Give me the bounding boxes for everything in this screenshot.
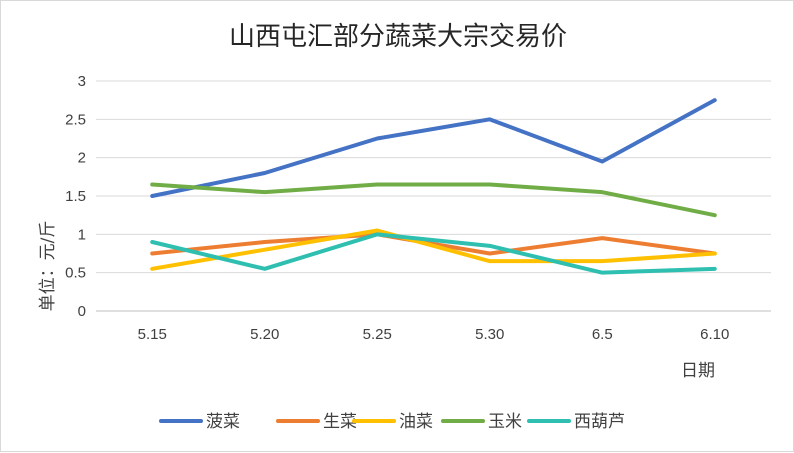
x-tick-label: 6.10 xyxy=(700,326,729,343)
x-axis-title: 日期 xyxy=(681,361,715,381)
series-line-3 xyxy=(150,182,717,218)
legend-label: 西葫芦 xyxy=(574,412,625,432)
y-tick-label: 3 xyxy=(78,73,86,90)
chart-title: 山西屯汇部分蔬菜大宗交易价 xyxy=(229,22,567,52)
y-axis-title: 单位：元/斤 xyxy=(38,221,58,312)
series-lines xyxy=(150,98,717,275)
x-tick-label: 5.15 xyxy=(138,326,167,343)
y-tick-label: 1 xyxy=(78,226,86,243)
series-line-4 xyxy=(150,232,717,275)
series-line-0 xyxy=(150,98,717,198)
legend-label: 生菜 xyxy=(323,412,357,432)
x-axis-ticks: 5.15 5.20 5.25 5.30 6.5 6.10 xyxy=(138,326,730,343)
x-tick-label: 5.20 xyxy=(250,326,279,343)
legend-label: 油菜 xyxy=(399,412,433,432)
gridlines xyxy=(96,80,771,312)
y-tick-label: 2 xyxy=(78,150,86,167)
y-tick-label: 1.5 xyxy=(65,188,86,205)
y-tick-label: 0 xyxy=(78,303,86,320)
x-tick-label: 5.25 xyxy=(363,326,392,343)
y-axis-ticks: 0 0.5 1 1.5 2 2.5 3 xyxy=(65,73,86,320)
legend-label: 菠菜 xyxy=(206,412,240,432)
x-tick-label: 5.30 xyxy=(475,326,504,343)
y-tick-label: 2.5 xyxy=(65,111,86,128)
x-tick-label: 6.5 xyxy=(592,326,613,343)
legend-label: 玉米 xyxy=(488,412,522,432)
series-line-2 xyxy=(150,228,717,271)
y-tick-label: 0.5 xyxy=(65,265,86,282)
legend: 菠菜 生菜 油菜 玉米 西葫芦 xyxy=(159,412,625,432)
